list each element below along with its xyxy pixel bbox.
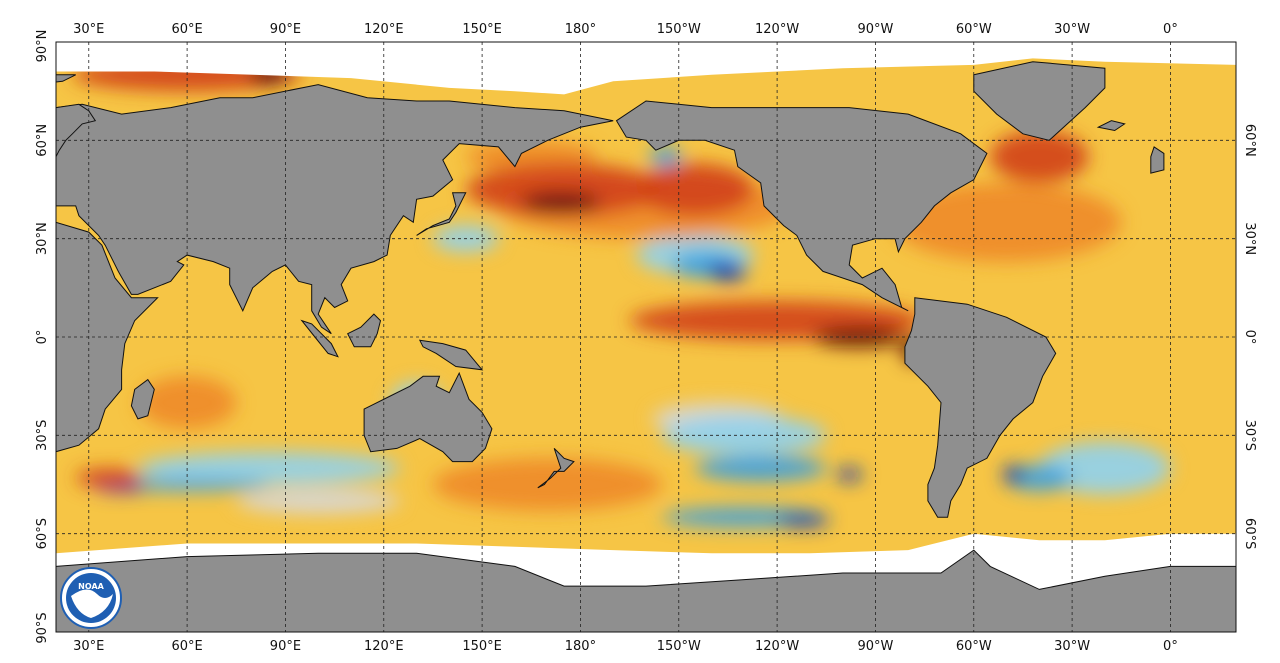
tick-label-left: 30°S (35, 420, 50, 451)
land-borneo (347, 313, 382, 348)
tick-label-bottom: 30°W (1054, 639, 1090, 654)
tick-label-bottom: 90°E (270, 639, 301, 654)
noaa-logo-bird-icon (71, 589, 113, 618)
tick-label-top: 180° (565, 22, 596, 37)
anomaly-region-neutral (236, 487, 401, 514)
anomaly-region-warm (636, 163, 755, 216)
anomaly-region-strong-cool (708, 261, 748, 282)
tick-label-top: 30°E (73, 22, 104, 37)
anomaly-region-slight-cool (662, 415, 827, 456)
tick-label-top: 60°E (171, 22, 202, 37)
tick-labels-left: 90°N 60°N 30°N 0° 30°S 60°S 90°S (35, 30, 50, 644)
tick-label-left: 90°N (35, 30, 50, 63)
tick-label-right: 60°N (1242, 124, 1257, 157)
anomaly-region-warm (465, 163, 663, 216)
land-south-america (904, 297, 1057, 518)
tick-label-bottom: 90°W (857, 639, 893, 654)
tick-label-left: 60°S (35, 518, 50, 549)
noaa-logo: NOAA (60, 567, 122, 629)
land-iceland (1096, 120, 1126, 132)
tick-label-top: 60°W (956, 22, 992, 37)
tick-label-bottom: 150°W (657, 639, 701, 654)
land-uk (1150, 146, 1165, 174)
land-greenland (973, 61, 1106, 141)
tick-label-top: 120°E (364, 22, 404, 37)
land-antarctica (56, 549, 1236, 632)
tick-label-right: 60°S (1242, 518, 1257, 549)
land-svalbard (56, 74, 76, 83)
tick-label-top: 150°W (657, 22, 701, 37)
tick-label-bottom: 120°W (755, 639, 799, 654)
anomaly-region-cool (695, 455, 827, 482)
gridlines (56, 42, 1236, 632)
tick-label-bottom: 30°E (73, 639, 104, 654)
tick-label-left: 90°S (35, 612, 50, 643)
tick-label-top: 30°W (1054, 22, 1090, 37)
land-eurasia (56, 84, 614, 335)
tick-label-left: 60°N (35, 124, 50, 157)
anomaly-region-warm (990, 130, 1089, 183)
anomaly-region-slight-cool (137, 451, 401, 485)
tick-label-right: 30°S (1242, 420, 1257, 451)
tick-label-right: 0° (1242, 330, 1257, 345)
anomaly-region-strong-warm (521, 192, 601, 213)
tick-label-bottom: 180° (565, 639, 596, 654)
tick-label-top: 120°W (755, 22, 799, 37)
anomaly-region-strong-warm (813, 327, 905, 347)
land-new-guinea (418, 339, 484, 371)
anomaly-region-mild-warm (432, 458, 663, 511)
ice-arctic-ice (56, 42, 1236, 95)
tick-label-top: 150°E (462, 22, 502, 37)
anomaly-region-strong-cool (836, 468, 863, 482)
tick-labels-bottom: 30°E 60°E 90°E 120°E 150°E 180° 150°W 120°W 90°W… (73, 639, 1178, 654)
anomaly-region-strong-cool (777, 514, 830, 528)
anomaly-region-warm (75, 468, 142, 488)
land-madagascar (130, 378, 155, 420)
tick-label-top: 90°W (857, 22, 893, 37)
anomaly-region-mild-warm (891, 182, 1122, 262)
tick-label-top: 0° (1163, 22, 1178, 37)
anomaly-region-cool (1006, 464, 1073, 492)
tick-label-bottom: 60°E (171, 639, 202, 654)
tick-label-bottom: 0° (1163, 639, 1178, 654)
anomaly-region-strong-cool (1003, 464, 1023, 485)
tick-label-left: 30°N (35, 222, 50, 255)
tick-label-bottom: 120°E (364, 639, 404, 654)
tick-label-bottom: 150°E (462, 639, 502, 654)
tick-label-right: 30°N (1242, 222, 1257, 255)
land-japan (416, 192, 467, 236)
tick-label-bottom: 60°W (956, 639, 992, 654)
noaa-logo-text: NOAA (78, 582, 104, 591)
land-australia (363, 371, 493, 463)
tick-labels-top: 30°E 60°E 90°E 120°E 150°E 180° 150°W 120°W 90°W… (73, 22, 1178, 37)
map-plot-area (56, 42, 1236, 632)
land-new-zealand (537, 448, 575, 489)
ice-layer (56, 42, 1236, 590)
tick-label-left: 0° (35, 330, 50, 345)
tick-labels-right: 60°N 30°N 0° 30°S 60°S (1242, 124, 1257, 549)
land-layer (56, 61, 1236, 632)
anomaly-region-cool (649, 146, 683, 167)
tick-label-top: 90°E (270, 22, 301, 37)
ice-southern-sea-ice (56, 533, 1236, 590)
map-frame (55, 41, 1237, 633)
